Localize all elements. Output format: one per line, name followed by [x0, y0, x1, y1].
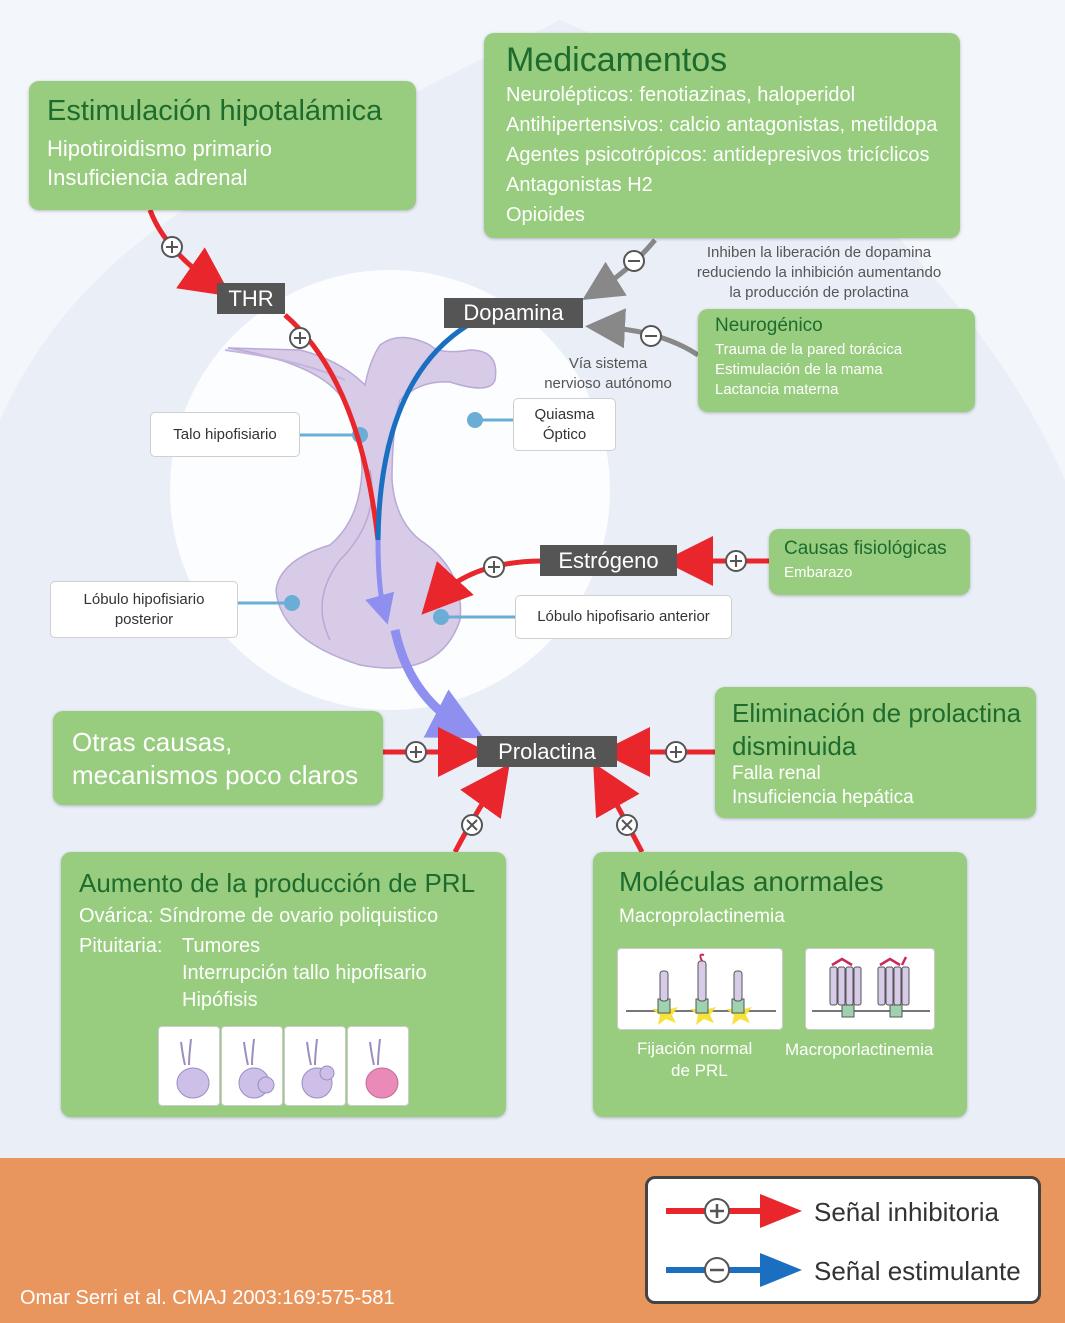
- hypothalamic-line-1: Hipotiroidismo primario: [47, 136, 272, 161]
- plus-icon: [161, 236, 183, 258]
- drugs-title: Medicamentos: [506, 41, 728, 79]
- posterior-label-1: Lóbulo hipofisiario: [83, 590, 205, 608]
- production-pit-2: Interrupción tallo hipofisario: [182, 962, 427, 984]
- hypothalamic-title: Estimulación hipotalámica: [47, 95, 383, 127]
- drugs-line-2: Antihipertensivos: calcio antagonistas, …: [506, 114, 938, 136]
- macroprolactin-image: [805, 948, 935, 1030]
- estrogen-tag: Estrógeno: [540, 545, 677, 576]
- molecules-caption-1a: Fijación normal: [637, 1039, 753, 1058]
- plus-icon: [483, 556, 505, 578]
- physiological-line-1: Embarazo: [784, 564, 853, 581]
- anterior-lobe-label: Lóbulo hipofisario anterior: [515, 595, 732, 639]
- physiological-title: Causas fisiológicas: [784, 538, 947, 559]
- pituitary-thumb-1: [158, 1026, 220, 1106]
- autonomic-note-1: Vía sistema: [568, 355, 648, 372]
- dopamine-note-3: la producción de prolactina: [729, 284, 909, 301]
- elimination-title-2: disminuida: [732, 731, 857, 761]
- pituitary-thumb-3: [284, 1026, 346, 1106]
- drugs-line-1: Neurolépticos: fenotiazinas, haloperidol: [506, 84, 856, 106]
- hypothalamic-line-2: Insuficiencia adrenal: [47, 165, 248, 190]
- plus-icon: [665, 741, 687, 763]
- posterior-lobe-label: Lóbulo hipofisiario posterior: [50, 581, 238, 638]
- chiasm-label-1: Quiasma: [534, 405, 595, 423]
- other-title-2: mecanismos poco claros: [72, 760, 359, 790]
- neurogenic-line-2: Estimulación de la mama: [715, 361, 883, 378]
- legend-red-label: Señal inhibitoria: [814, 1197, 1000, 1227]
- normal-binding-image: [617, 948, 783, 1030]
- molecules-title: Moléculas anormales: [619, 866, 884, 897]
- pituitary-thumb-2: [221, 1026, 283, 1106]
- sign-markers: [161, 236, 747, 836]
- chiasm-label-2: Óptico: [542, 425, 587, 443]
- other-causes-box: Otras causas, mecanismos poco claros: [53, 711, 383, 805]
- production-title: Aumento de la producción de PRL: [79, 868, 476, 898]
- drugs-line-4: Antagonistas H2: [506, 174, 653, 196]
- autonomic-note-2: nervioso autónomo: [544, 375, 672, 392]
- elimination-line-1: Falla renal: [732, 763, 821, 784]
- pituitary-thumb-4: [347, 1026, 409, 1106]
- plus-icon: [616, 814, 638, 836]
- minus-icon: [623, 250, 645, 272]
- molecules-subtitle: Macroprolactinemia: [619, 906, 785, 927]
- posterior-label-2: posterior: [114, 610, 174, 628]
- other-title-1: Otras causas,: [72, 727, 233, 757]
- plus-icon: [405, 741, 427, 763]
- production-box: Aumento de la producción de PRL Ovárica:…: [61, 852, 506, 1117]
- dopamine-note-1: Inhiben la liberación de dopamina: [706, 244, 932, 261]
- pointer-lines: [238, 412, 515, 625]
- dopamine-tag: Dopamina: [444, 298, 583, 328]
- legend-blue-label: Señal estimulante: [814, 1256, 1021, 1286]
- elimination-title-1: Eliminación de prolactina: [732, 698, 1022, 728]
- minus-icon: [640, 325, 662, 347]
- drugs-line-5: Opioides: [506, 204, 585, 226]
- plus-icon: [461, 814, 483, 836]
- chiasm-label: Quiasma Óptico: [513, 398, 616, 451]
- molecules-caption-2: Macroporlactinemia: [785, 1040, 934, 1059]
- thr-tag: THR: [217, 283, 285, 314]
- dopamine-note: Inhiben la liberación de dopamina reduci…: [684, 243, 954, 303]
- production-ovarian: Ovárica: Síndrome de ovario poliquistico: [79, 905, 439, 927]
- production-pit-1: Tumores: [182, 935, 261, 957]
- autonomic-note: Vía sistema nervioso autónomo: [534, 354, 682, 394]
- neurogenic-line-3: Lactancia materna: [715, 381, 839, 398]
- plus-icon: [289, 327, 311, 349]
- prolactin-tag: Prolactina: [477, 736, 617, 767]
- citation: Omar Serri et al. CMAJ 2003:169:575-581: [20, 1287, 395, 1309]
- plus-icon: [725, 550, 747, 572]
- neurogenic-box: Neurogénico Trauma de la pared torácica …: [698, 309, 975, 412]
- stalk-label: Talo hipofisiario: [150, 412, 300, 457]
- production-pit-3: Hipófisis: [182, 989, 258, 1011]
- drugs-line-3: Agentes psicotrópicos: antidepresivos tr…: [506, 144, 930, 166]
- production-pit-label: Pituitaria:: [79, 935, 163, 957]
- molecules-box: Moléculas anormales Macroprolactinemia: [593, 852, 967, 1117]
- elimination-line-2: Insuficiencia hepática: [732, 787, 914, 808]
- legend: Señal inhibitoria Señal estimulante: [645, 1176, 1041, 1304]
- dopamine-note-2: reduciendo la inhibición aumentando: [696, 264, 942, 281]
- physiological-box: Causas fisiológicas Embarazo: [769, 529, 970, 595]
- elimination-box: Eliminación de prolactina disminuida Fal…: [715, 687, 1036, 818]
- drugs-box: Medicamentos Neurolépticos: fenotiazinas…: [484, 33, 960, 238]
- neurogenic-line-1: Trauma de la pared torácica: [715, 341, 903, 358]
- hypothalamic-box: Estimulación hipotalámica Hipotiroidismo…: [29, 81, 416, 210]
- molecules-caption-1b: de PRL: [671, 1061, 728, 1080]
- neurogenic-title: Neurogénico: [715, 315, 823, 336]
- pituitary-thumbnails: [158, 1026, 410, 1106]
